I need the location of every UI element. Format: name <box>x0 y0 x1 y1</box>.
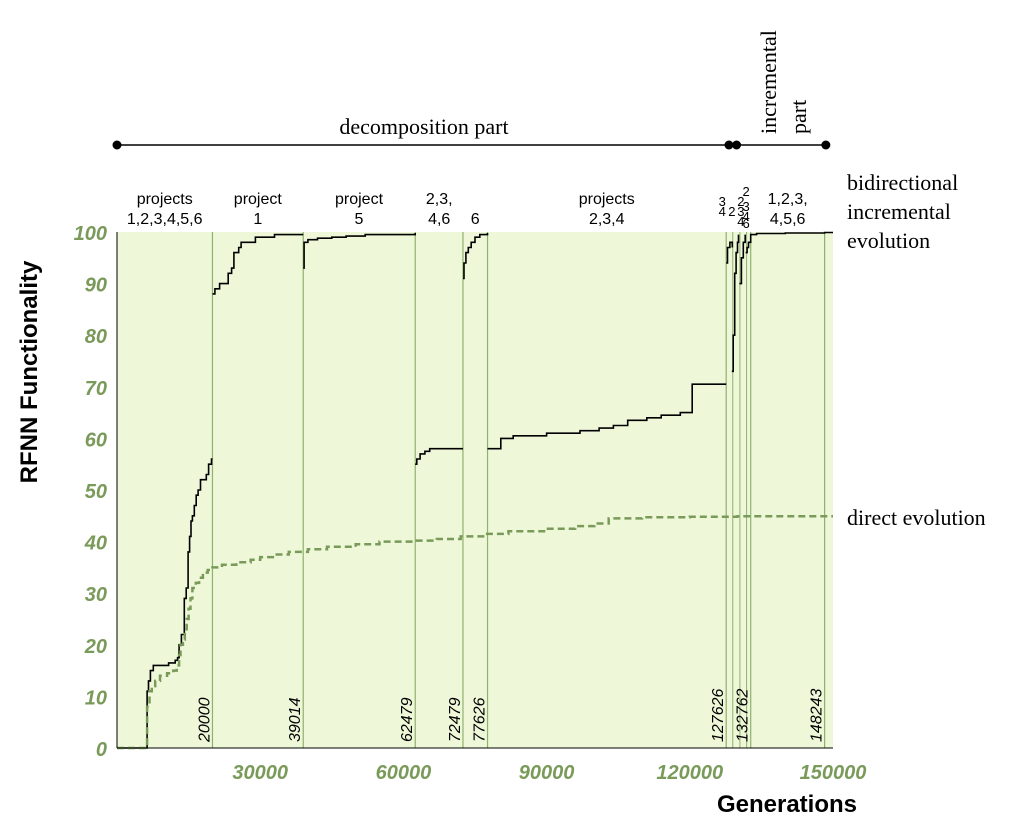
incremental-label: part <box>786 100 811 134</box>
stage-boundary-label: 77626 <box>472 697 489 742</box>
direct-evolution-label: direct evolution <box>847 505 986 530</box>
stage-label: projects <box>137 191 193 208</box>
y-tick-label: 50 <box>85 481 107 503</box>
stage-label: 2,3, <box>426 191 453 208</box>
stage-label-small: 2 <box>728 204 735 219</box>
stage-boundary-label: 127626 <box>710 689 727 742</box>
y-tick-label: 70 <box>85 378 107 400</box>
series-line <box>731 234 740 373</box>
series-line <box>117 458 213 749</box>
stage-label-small: 4 <box>737 214 744 229</box>
stage-label: project <box>234 191 283 208</box>
stage-boundaries <box>211 232 826 748</box>
bidirectional-label: evolution <box>847 228 930 253</box>
stage-label-small: 3 <box>719 194 726 209</box>
stage-boundary-label: 62479 <box>399 697 416 742</box>
stage-label: 2,3,4 <box>589 211 625 228</box>
series-line <box>726 241 734 264</box>
stage-label: 4,5,6 <box>770 211 806 228</box>
x-tick-label: 90000 <box>519 762 575 784</box>
stage-boundary-labels: 20000 39014 62479 72479 77626 127626 132762 148… <box>197 689 826 743</box>
y-tick-label: 30 <box>85 584 107 606</box>
bidirectional-label: bidirectional <box>847 170 958 195</box>
stage-boundary-label: 148243 <box>809 689 826 742</box>
stage-label-small: 3 <box>737 204 744 219</box>
decomposition-label: decomposition part <box>339 114 508 139</box>
decomposition-start-dot <box>112 140 122 150</box>
stage-label-small: 3 <box>743 199 750 214</box>
incremental-end-dot <box>821 140 831 150</box>
stage-label: project <box>335 191 384 208</box>
stage-boundary-label: 132762 <box>735 689 752 742</box>
series-line <box>745 231 833 254</box>
y-tick-label: 80 <box>85 326 107 348</box>
series-line <box>487 383 727 450</box>
y-tick-label: 40 <box>84 533 107 555</box>
y-tick-label: 90 <box>85 275 107 297</box>
y-tick-label: 20 <box>84 636 107 658</box>
plot-area <box>117 232 833 748</box>
stage-boundary-label: 72479 <box>447 697 464 742</box>
axes: 0 10 20 30 40 50 60 70 80 90 100 30000 60000 90000 120… <box>74 223 867 784</box>
y-axis-label: RFNN Functionality <box>16 260 43 483</box>
side-labels: bidirectional incremental evolution direct … <box>847 170 986 530</box>
stage-label: projects <box>579 191 635 208</box>
stage-label-small: 6 <box>743 216 750 231</box>
top-annotation: decomposition part incremental part <box>112 30 831 150</box>
decomposition-end-dot <box>724 140 734 150</box>
x-tick-label: 60000 <box>376 762 432 784</box>
stage-label: 1,2,3,4,5,6 <box>127 211 203 228</box>
series-line <box>117 515 833 750</box>
stage-labels: projects1,2,3,4,5,6project1project52,3,4… <box>127 184 808 231</box>
bidirectional-label: incremental <box>847 199 951 224</box>
series-layer <box>117 231 833 750</box>
x-tick-label: 30000 <box>232 762 288 784</box>
stage-label: 1 <box>253 211 262 228</box>
plot-background <box>117 232 833 748</box>
stage-label: 4,6 <box>428 211 450 228</box>
x-axis-label: Generations <box>717 791 857 818</box>
x-tick-label: 120000 <box>656 762 723 784</box>
stage-label-small: 2 <box>737 194 744 209</box>
stage-label-small: 2 <box>743 184 750 199</box>
series-line <box>415 447 463 465</box>
series-line <box>739 234 746 285</box>
stage-label: 6 <box>471 211 480 228</box>
series-line <box>463 233 489 280</box>
stage-boundary-label: 20000 <box>197 697 214 743</box>
series-line <box>303 233 416 269</box>
y-tick-label: 60 <box>85 429 107 451</box>
incremental-label: incremental <box>756 30 781 134</box>
stage-boundary-label: 39014 <box>287 697 304 742</box>
incremental-start-dot <box>732 140 742 150</box>
x-tick-label: 150000 <box>800 762 867 784</box>
stage-label-small: 4 <box>743 209 750 224</box>
y-tick-label: 100 <box>74 223 107 245</box>
stage-label: 1,2,3, <box>768 191 808 208</box>
stage-label: 5 <box>355 211 364 228</box>
series-line <box>212 233 304 295</box>
y-tick-label: 10 <box>85 687 107 709</box>
stage-label-small: 4 <box>719 204 726 219</box>
y-tick-label: 0 <box>96 739 107 761</box>
